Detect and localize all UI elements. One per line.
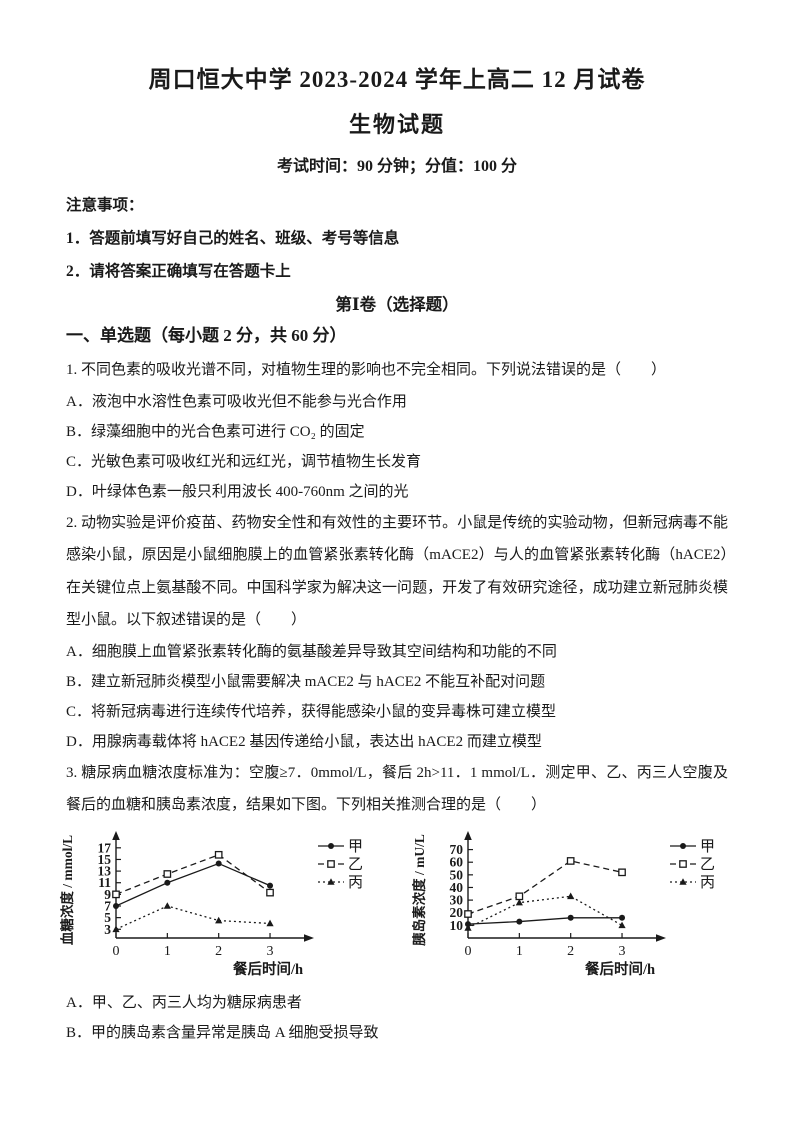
chart-legend: 甲乙丙 — [318, 839, 363, 891]
axes — [464, 830, 666, 942]
question-1-option-d: D．叶绿体色素一般只利用波长 400-760nm 之间的光 — [66, 483, 409, 500]
svg-text:40: 40 — [450, 879, 464, 894]
svg-text:2: 2 — [215, 944, 222, 959]
exam-info: 考试时间：90 分钟；分值：100 分 — [276, 158, 517, 175]
svg-text:9: 9 — [104, 886, 111, 901]
series-1 — [464, 856, 626, 918]
insulin-chart: 10 20 30 40 50 60 70 0 1 2 3 胰岛素浓度 / mU/L 餐后时间/h 甲乙丙 — [408, 826, 754, 986]
y-axis-label: 血糖浓度 / mmol/L — [59, 834, 75, 944]
svg-text:60: 60 — [450, 854, 464, 869]
y-axis-label: 胰岛素浓度 / mU/L — [411, 834, 427, 946]
series-0 — [113, 860, 274, 909]
chart-legend: 甲乙丙 — [670, 839, 715, 891]
question-2-option-b: B．建立新冠肺炎模型小鼠需要解决 mACE2 与 hACE2 不能互补配对问题 — [66, 673, 546, 690]
svg-text:甲: 甲 — [348, 839, 363, 855]
question-2-option-c: C．将新冠病毒进行连续传代培养，获得能感染小鼠的变异毒株可建立模型 — [66, 703, 557, 720]
blood-glucose-chart: 3 5 7 9 11 13 15 17 0 1 2 3 血糖浓度 / mmol/L 餐后时间/h 甲乙丙 — [56, 826, 402, 986]
x-ticks: 0 1 2 3 — [465, 932, 626, 959]
question-2-option-a: A．细胞膜上血管紧张素转化酶的氨基酸差异导致其空间结构和功能的不同 — [66, 643, 557, 660]
svg-text:10: 10 — [450, 917, 464, 932]
svg-text:0: 0 — [465, 944, 472, 959]
x-axis-label: 餐后时间/h — [585, 960, 655, 978]
svg-text:乙: 乙 — [700, 857, 715, 873]
exam-subtitle: 生物试题 — [348, 112, 445, 137]
question-1-option-b: B．绿藻细胞中的光合色素可进行 CO₂ 的固定 — [66, 423, 365, 440]
svg-text:50: 50 — [450, 867, 464, 882]
x-axis-label: 餐后时间/h — [233, 960, 303, 978]
svg-text:丙: 丙 — [348, 875, 363, 891]
svg-text:11: 11 — [98, 875, 111, 890]
svg-text:3: 3 — [104, 921, 111, 936]
question-3-option-b: B．甲的胰岛素含量异常是胰岛 A 细胞受损导致 — [66, 1024, 379, 1041]
svg-text:5: 5 — [104, 910, 111, 925]
svg-text:17: 17 — [98, 840, 112, 855]
question-2-option-d: D．用腺病毒载体将 hACE2 基因传递给小鼠，表达出 hACE2 而建立模型 — [66, 733, 542, 750]
question-3-option-a: A．甲、乙、丙三人均为糖尿病患者 — [66, 994, 302, 1011]
notice-item-1: 1．答题前填写好自己的姓名、班级、考号等信息 — [66, 230, 400, 247]
svg-text:13: 13 — [98, 863, 112, 878]
section-title: 第Ⅰ卷（选择题） — [335, 295, 459, 314]
question-2-text: 2. 动物实验是评价疫苗、药物安全性和有效性的主要环节。小鼠是传统的实验动物，但… — [66, 514, 728, 629]
svg-text:30: 30 — [450, 892, 464, 907]
svg-text:丙: 丙 — [700, 875, 715, 891]
series-2 — [464, 892, 626, 931]
svg-text:20: 20 — [450, 905, 464, 920]
svg-text:3: 3 — [619, 944, 626, 959]
notice-item-2: 2．请将答案正确填写在答题卡上 — [66, 263, 291, 280]
question-1-option-c: C．光敏色素可吸收红光和远红光，调节植物生长发育 — [66, 453, 422, 470]
series-1 — [112, 850, 274, 898]
notice-heading: 注意事项： — [66, 197, 144, 214]
charts-row: 3 5 7 9 11 13 15 17 0 1 2 3 血糖浓度 / mmol/L 餐后时间/h 甲乙丙 1… — [56, 826, 728, 986]
svg-text:2: 2 — [567, 944, 574, 959]
page-title: 周口恒大中学 2023-2024 学年上高二 12 月试卷 — [148, 67, 646, 92]
svg-text:1: 1 — [164, 944, 171, 959]
svg-text:乙: 乙 — [348, 857, 363, 873]
series-2 — [112, 901, 274, 932]
svg-text:15: 15 — [98, 851, 112, 866]
svg-text:1: 1 — [516, 944, 523, 959]
question-1-text: 1. 不同色素的吸收光谱不同，对植物生理的影响也不完全相同。下列说法错误的是（ … — [66, 362, 667, 378]
svg-text:70: 70 — [450, 842, 464, 857]
x-ticks: 0 1 2 3 — [113, 932, 274, 959]
section-heading: 一、单选题（每小题 2 分，共 60 分） — [66, 326, 347, 345]
series-0 — [465, 914, 626, 927]
svg-text:甲: 甲 — [700, 839, 715, 855]
question-1-option-a: A．液泡中水溶性色素可吸收光但不能参与光合作用 — [66, 393, 407, 410]
svg-text:0: 0 — [113, 944, 120, 959]
svg-text:3: 3 — [267, 944, 274, 959]
svg-text:7: 7 — [104, 898, 111, 913]
question-3-text: 3. 糖尿病血糖浓度标准为：空腹≥7．0mmol/L，餐后 2h>11．1 mm… — [66, 764, 728, 814]
axes — [112, 830, 314, 942]
